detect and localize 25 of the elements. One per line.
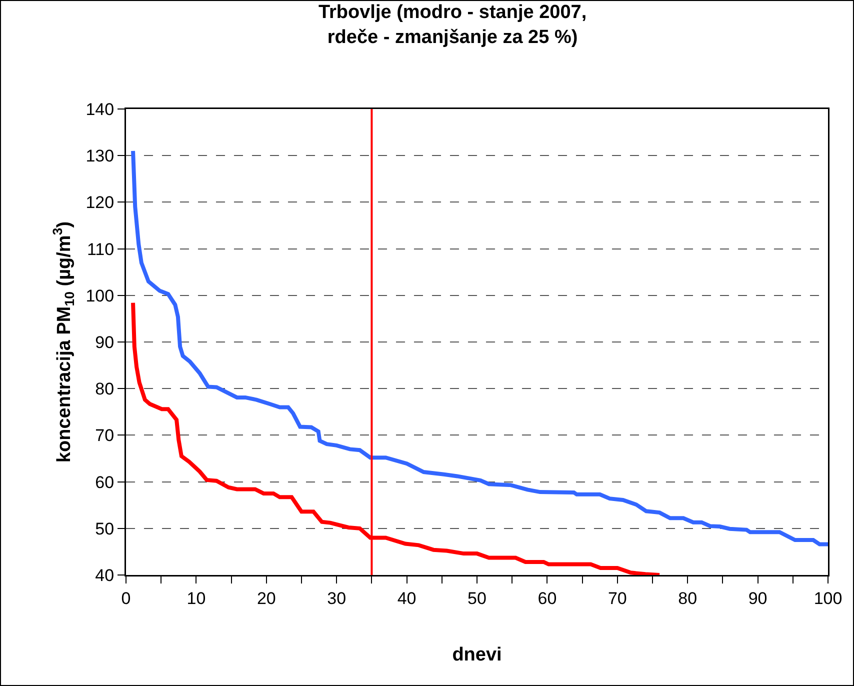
x-tick-label: 70 (608, 588, 627, 608)
x-axis-title: dnevi (452, 644, 502, 666)
x-tick-label: 90 (748, 588, 768, 608)
x-tick-label: 0 (121, 588, 131, 608)
x-tick-label: 40 (397, 588, 416, 608)
x-tick-label: 30 (327, 588, 346, 608)
x-tick-label: 60 (538, 588, 557, 608)
y-tick-label: 40 (95, 566, 114, 585)
y-tick-label: 70 (95, 426, 114, 446)
y-tick-label: 100 (86, 286, 114, 306)
chart-title: Trbovlje (modro - stanje 2007, rdeče - zmanjšanje za 25 %) (318, 2, 587, 48)
y-tick-label: 130 (86, 146, 114, 166)
line-series (131, 148, 828, 546)
x-tick-label: 50 (468, 588, 486, 608)
x-tick-label: 10 (186, 588, 206, 608)
y-tick-label: 120 (86, 193, 114, 212)
y-tick-label: 80 (95, 380, 114, 399)
x-tick-label: 20 (256, 588, 276, 608)
y-tick-label: 140 (86, 100, 114, 119)
x-tick-label: 100 (814, 588, 842, 608)
y-tick-label: 110 (86, 240, 114, 259)
x-tick-label: 80 (678, 588, 698, 608)
y-tick-label: 60 (95, 472, 114, 492)
y-tick-label: 50 (95, 519, 114, 538)
y-tick-label: 90 (95, 332, 114, 352)
